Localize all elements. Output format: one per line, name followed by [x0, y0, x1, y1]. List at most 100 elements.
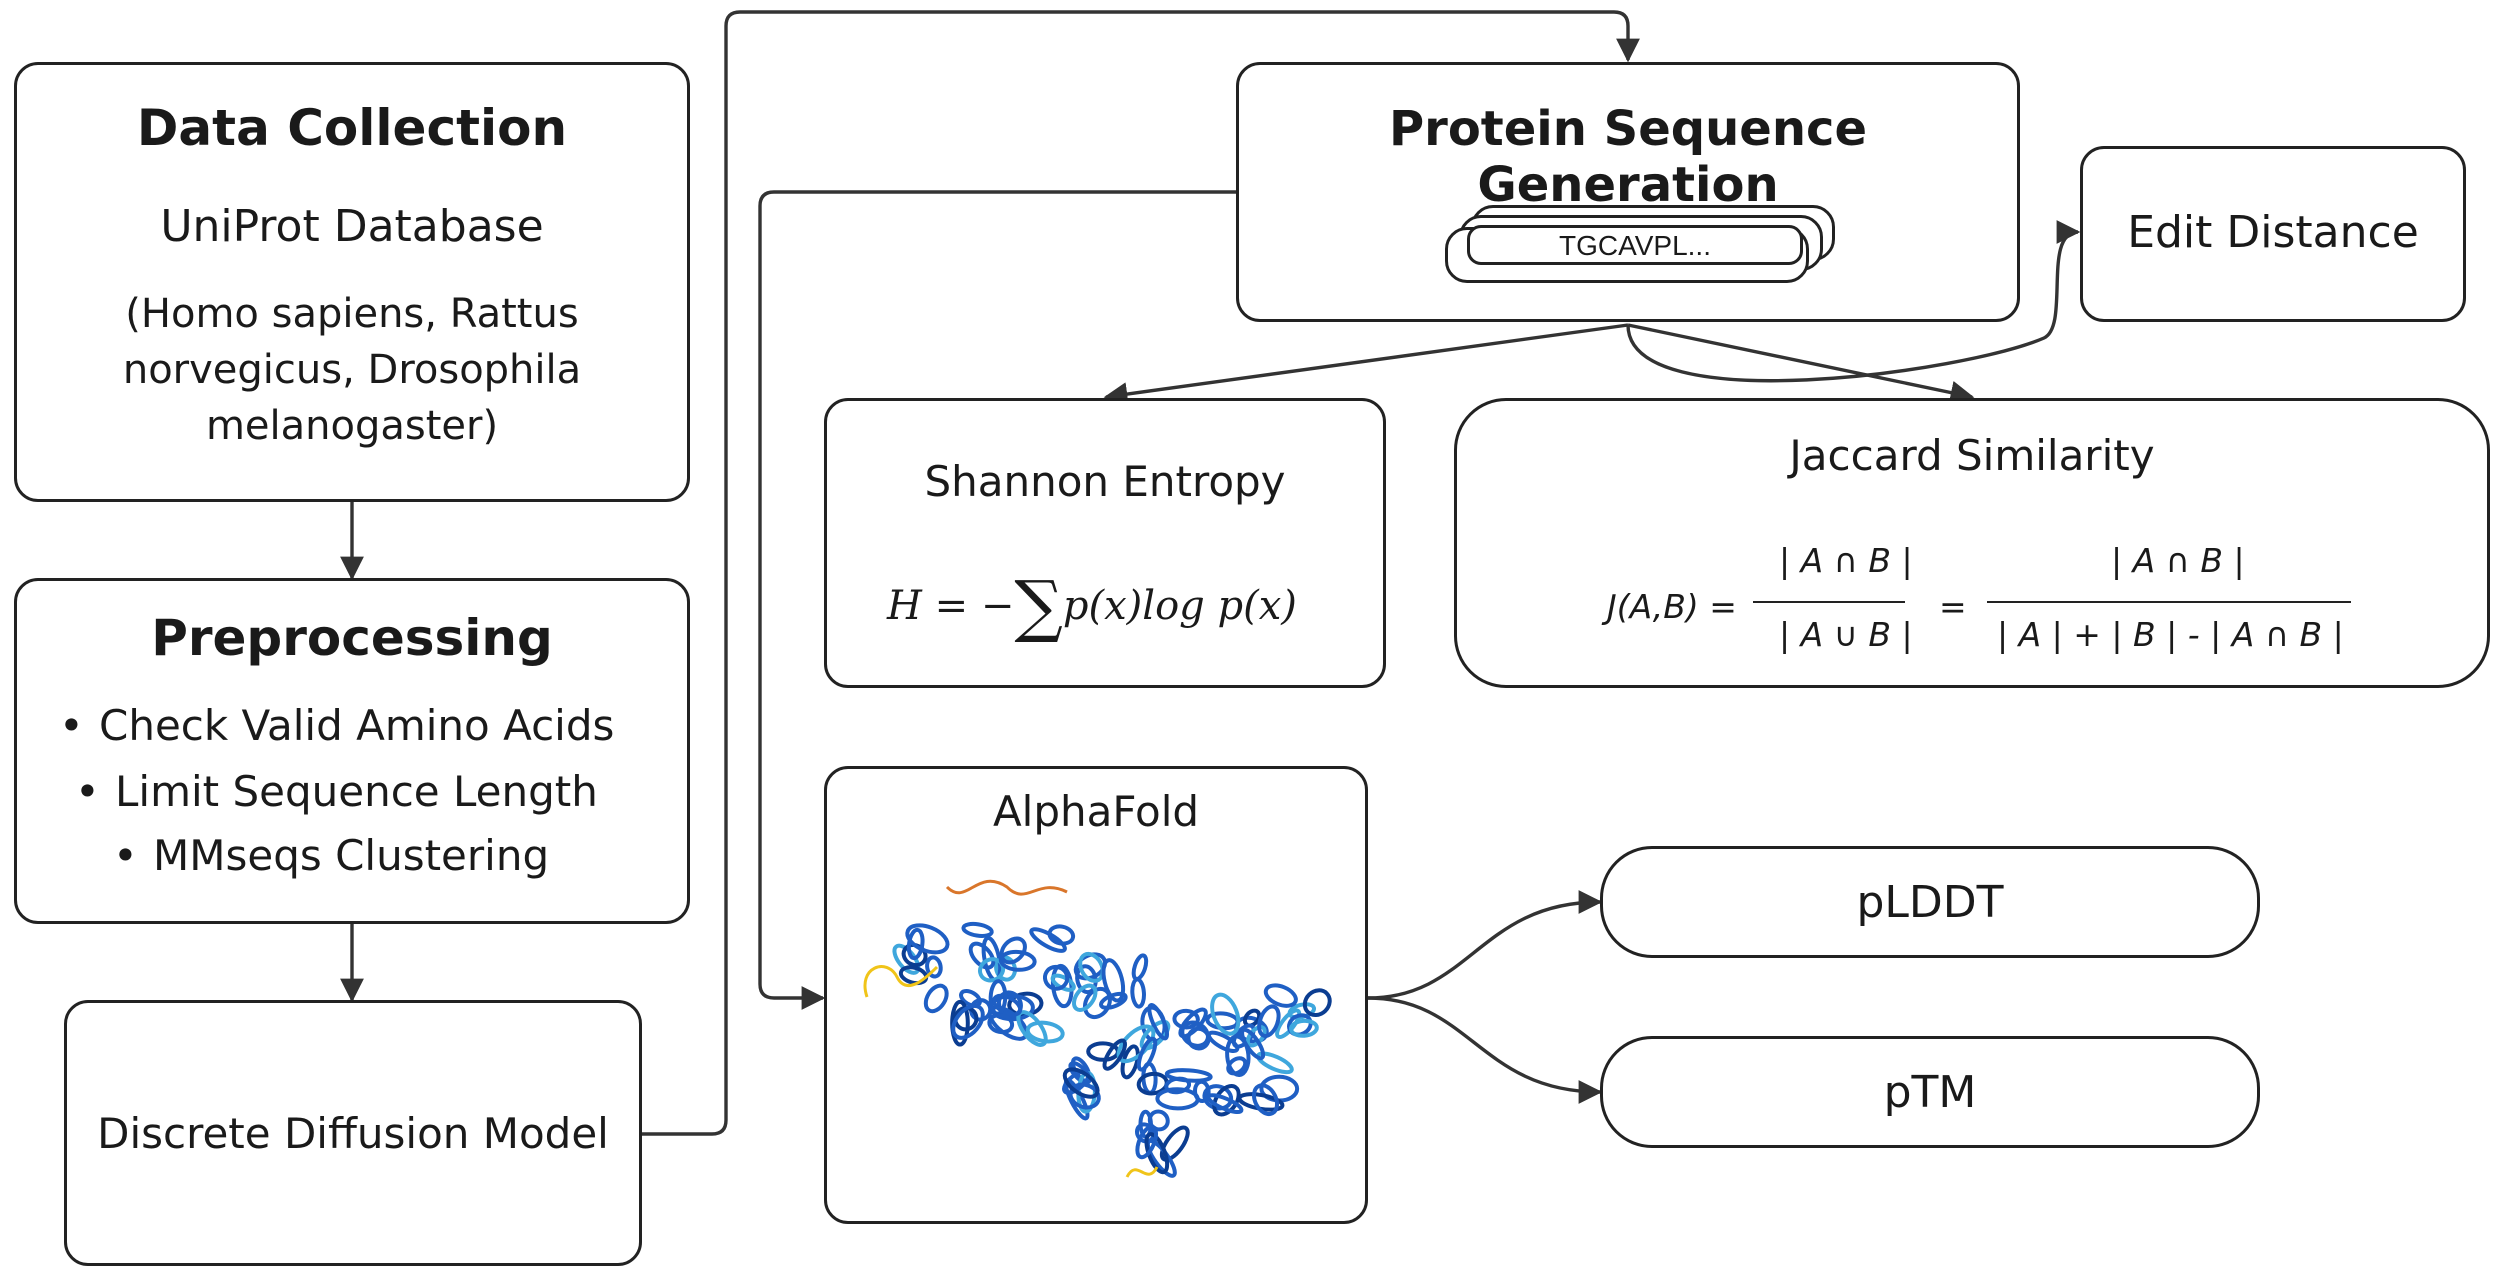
species-line: melanogaster): [205, 403, 499, 449]
helix-segment: [1210, 992, 1241, 1036]
helix-segment: [1180, 1020, 1210, 1048]
loop-segment: [1125, 1166, 1159, 1178]
helix-segment: [1206, 1030, 1240, 1053]
species-line: (Homo sapiens, Rattus: [125, 291, 579, 337]
arrow-alphafold-to-ptm: [1367, 996, 1603, 1104]
jaccard-eq: =: [1939, 587, 1967, 626]
helix-segment: [1159, 1125, 1190, 1162]
preprocessing-title: Preprocessing: [151, 609, 553, 667]
helix-segment: [1193, 1079, 1211, 1104]
arrow-model-to-generation: [642, 10, 1640, 1136]
loop-segment: [945, 879, 1068, 896]
fraction-bar: [1987, 601, 2351, 603]
diffusion-model-label: Discrete Diffusion Model: [97, 1109, 609, 1158]
arrow-generation-to-alphafold: [758, 190, 1236, 1010]
species-line: norvegicus, Drosophila: [122, 347, 582, 393]
formula-lhs: H: [887, 583, 922, 629]
ptm-box: pTM: [1600, 1036, 2260, 1148]
helix-segment: [1289, 1018, 1319, 1038]
step-label: Check Valid Amino Acids: [99, 701, 615, 750]
sequence-generation-title: Protein Sequence Generation: [1388, 101, 1868, 213]
bullet-dot: •: [59, 701, 84, 750]
formula-body: p(x)log p(x): [1062, 583, 1297, 629]
helix-segment: [1131, 953, 1149, 981]
helix-segment: [906, 927, 925, 961]
protein-ribbon: [863, 879, 1332, 1178]
jaccard-denominator-1: | A ∪ B |: [1779, 615, 1913, 654]
helix-segment: [1025, 1020, 1065, 1044]
helix-segment: [1078, 951, 1105, 983]
jaccard-numerator-1: | A ∩ B |: [1779, 541, 1913, 580]
jaccard-denominator-2: | A | + | B | - | A ∩ B |: [1997, 615, 2344, 654]
shannon-formula: H = −∑p(x)log p(x): [887, 567, 1297, 646]
helix-segment: [1042, 964, 1070, 991]
plddt-label: pLDDT: [1856, 877, 2004, 928]
jaccard-numerator-2: | A ∩ B |: [2111, 541, 2245, 580]
preprocessing-box: Preprocessing • Check Valid Amino Acids •…: [14, 578, 690, 924]
helix-segment: [1130, 977, 1146, 1009]
alphafold-box: AlphaFold: [824, 766, 1368, 1224]
helix-segment: [1073, 952, 1108, 981]
data-collection-box: Data Collection UniProt Database (Homo s…: [14, 62, 690, 502]
jaccard-similarity-title: Jaccard Similarity: [1789, 431, 2155, 480]
helix-segment: [1226, 1056, 1248, 1076]
formula-eq: =: [934, 583, 969, 629]
edit-distance-box: Edit Distance: [2080, 146, 2466, 322]
helix-segment: [1101, 958, 1126, 1003]
helix-segment: [998, 949, 1037, 972]
preprocessing-step: • MMseqs Clustering: [113, 831, 549, 880]
helix-segment: [950, 999, 970, 1047]
helix-segment: [1147, 1003, 1170, 1041]
bullet-dot: •: [75, 767, 100, 816]
arrow-generation-to-jaccard: [1627, 323, 1975, 405]
helix-segment: [1062, 1067, 1100, 1099]
jaccard-lhs: J(A,B) =: [1607, 587, 1737, 626]
preprocessing-step: • Limit Sequence Length: [75, 767, 598, 816]
helix-segment: [1164, 1068, 1213, 1083]
sequence-chip: TGCAVPL...: [1467, 225, 1803, 265]
loop-segment: [863, 965, 939, 998]
helix-segment: [1240, 1027, 1266, 1061]
helix-segment: [1144, 1132, 1170, 1175]
ptm-label: pTM: [1883, 1067, 1977, 1118]
arrow-alphafold-to-plddt: [1367, 890, 1603, 1000]
helix-segment: [1147, 1109, 1170, 1132]
plddt-box: pLDDT: [1600, 846, 2260, 958]
helix-segment: [959, 989, 982, 1008]
preprocessing-step: • Check Valid Amino Acids: [59, 701, 614, 750]
arrow-generation-to-shannon: [1103, 323, 1629, 406]
helix-segment: [987, 1013, 1015, 1035]
formula-minus: −: [980, 583, 1015, 629]
helix-segment: [1251, 1083, 1280, 1117]
helix-segment: [1071, 983, 1098, 1012]
helix-segment: [992, 993, 1023, 1017]
shannon-entropy-box: Shannon Entropy H = −∑p(x)log p(x): [824, 398, 1386, 688]
step-label: Limit Sequence Length: [115, 767, 598, 816]
bullet-dot: •: [113, 831, 138, 880]
sequence-generation-box: Protein Sequence Generation TGCAVPL...: [1236, 62, 2020, 322]
sigma-icon: ∑: [1014, 567, 1063, 646]
helix-segment: [1136, 1036, 1158, 1072]
alphafold-title: AlphaFold: [992, 787, 1200, 836]
helix-segment: [1257, 1004, 1281, 1038]
diffusion-model-box: Discrete Diffusion Model: [64, 1000, 642, 1266]
arrow-generation-to-edit-distance: [1626, 220, 2081, 383]
fraction-bar: [1753, 601, 1905, 603]
helix-segment: [1263, 983, 1298, 1008]
helix-segment: [923, 983, 949, 1014]
helix-segment: [1029, 927, 1067, 953]
helix-segment: [1068, 1082, 1101, 1110]
helix-segment: [892, 943, 921, 975]
data-source-label: UniProt Database: [160, 201, 544, 252]
step-label: MMseqs Clustering: [153, 831, 550, 880]
helix-segment: [925, 955, 943, 979]
helix-segment: [1302, 988, 1332, 1018]
helix-segment: [1082, 986, 1112, 1020]
helix-segment: [968, 941, 996, 970]
jaccard-similarity-box: Jaccard Similarity J(A,B) = | A ∩ B | | …: [1454, 398, 2490, 688]
protein-structure-image: [863, 879, 1332, 1178]
helix-segment: [898, 965, 929, 986]
shannon-entropy-title: Shannon Entropy: [924, 457, 1286, 506]
edit-distance-label: Edit Distance: [2127, 207, 2419, 258]
